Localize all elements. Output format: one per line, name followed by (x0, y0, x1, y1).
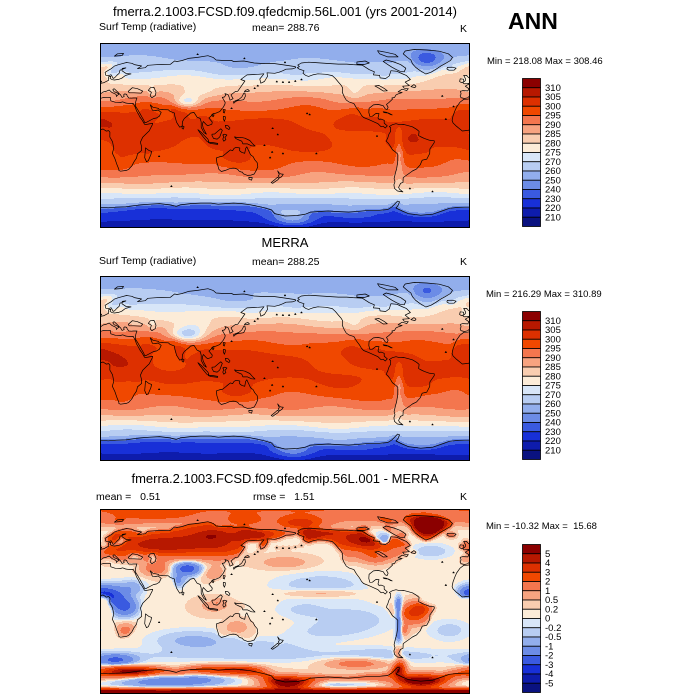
svg-text:280: 280 (545, 138, 561, 149)
svg-text:275: 275 (545, 381, 561, 392)
svg-text:300: 300 (545, 334, 561, 345)
svg-text:305: 305 (545, 92, 561, 103)
svg-text:2: 2 (545, 577, 550, 588)
svg-text:280: 280 (545, 371, 561, 382)
svg-text:305: 305 (545, 325, 561, 336)
svg-text:-1: -1 (545, 641, 553, 652)
svg-text:275: 275 (545, 148, 561, 159)
svg-text:220: 220 (545, 436, 561, 447)
svg-text:240: 240 (545, 418, 561, 429)
svg-text:0.2: 0.2 (545, 604, 558, 615)
svg-text:285: 285 (545, 362, 561, 373)
svg-text:270: 270 (545, 157, 561, 168)
svg-text:300: 300 (545, 101, 561, 112)
svg-text:210: 210 (545, 445, 561, 456)
svg-text:0: 0 (545, 614, 550, 625)
svg-text:310: 310 (545, 316, 561, 327)
svg-text:-5: -5 (545, 678, 553, 689)
svg-text:250: 250 (545, 175, 561, 186)
svg-text:260: 260 (545, 166, 561, 177)
svg-text:260: 260 (545, 399, 561, 410)
svg-text:290: 290 (545, 353, 561, 364)
svg-text:-0.2: -0.2 (545, 623, 561, 634)
svg-text:285: 285 (545, 129, 561, 140)
svg-text:-3: -3 (545, 660, 553, 671)
svg-text:250: 250 (545, 408, 561, 419)
svg-text:230: 230 (545, 194, 561, 205)
svg-text:230: 230 (545, 427, 561, 438)
svg-text:240: 240 (545, 185, 561, 196)
svg-text:0.5: 0.5 (545, 595, 558, 606)
svg-text:-2: -2 (545, 651, 553, 662)
svg-text:295: 295 (545, 344, 561, 355)
svg-text:4: 4 (545, 558, 550, 569)
svg-text:5: 5 (545, 549, 550, 560)
svg-text:310: 310 (545, 83, 561, 94)
svg-text:290: 290 (545, 120, 561, 131)
svg-text:210: 210 (545, 212, 561, 223)
svg-text:220: 220 (545, 203, 561, 214)
svg-text:3: 3 (545, 567, 550, 578)
svg-text:295: 295 (545, 111, 561, 122)
svg-text:-4: -4 (545, 669, 553, 680)
svg-text:-0.5: -0.5 (545, 632, 561, 643)
svg-text:1: 1 (545, 586, 550, 597)
svg-text:270: 270 (545, 390, 561, 401)
